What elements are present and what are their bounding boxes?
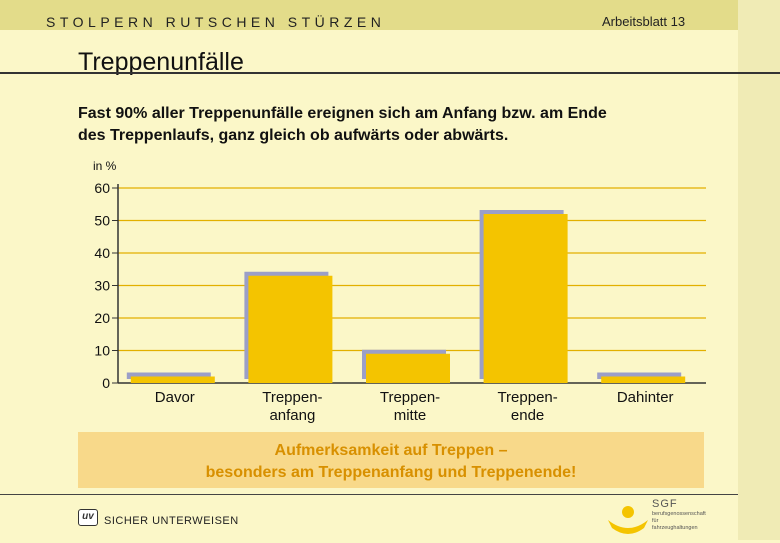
- intro-line-2: des Treppenlaufs, ganz gleich ob aufwärt…: [78, 127, 509, 144]
- bar-2: [366, 353, 450, 383]
- sgf-line-3: fahrzeughaltungen: [652, 525, 698, 531]
- uv-logo: uv: [78, 509, 98, 526]
- sgf-logo: SGF berufsgenossenschaft für fahrzeughal…: [604, 498, 714, 538]
- series-title: STOLPERN RUTSCHEN STÜRZEN: [46, 14, 386, 30]
- y-tick-label-0: 0: [102, 375, 110, 391]
- y-tick-label-20: 20: [94, 310, 110, 326]
- sgf-line-2: für: [652, 518, 659, 524]
- intro-text: Fast 90% aller Treppenunfälle ereignen s…: [78, 103, 718, 147]
- y-tick-label-30: 30: [94, 278, 110, 294]
- x-tick-label-0-0: Davor: [155, 389, 195, 406]
- footer-label: SICHER UNTERWEISEN: [104, 515, 239, 527]
- bar-1: [248, 275, 333, 383]
- bar-shadow-0: [126, 372, 211, 379]
- sgf-emblem-icon: [608, 506, 648, 534]
- sgf-mark: SGF: [652, 498, 678, 510]
- bar-0: [130, 376, 215, 383]
- x-tick-label-4-0: Dahinter: [617, 389, 674, 406]
- page-title: Treppenunfälle: [78, 48, 244, 76]
- x-tick-label-2-0: Treppen-: [380, 389, 440, 406]
- bar-3: [483, 214, 568, 383]
- header-bar: [0, 0, 738, 30]
- x-tick-label-2-1: mitte: [394, 407, 427, 424]
- y-tick-label-60: 60: [94, 180, 110, 196]
- callout-line-1: Aufmerksamkeit auf Treppen –: [274, 442, 508, 459]
- sgf-line-1: berufsgenossenschaft: [652, 511, 706, 517]
- right-band: [738, 0, 780, 540]
- y-tick-label-40: 40: [94, 245, 110, 261]
- x-tick-label-1-1: anfang: [269, 407, 315, 424]
- x-tick-label-3-1: ende: [511, 407, 544, 424]
- y-tick-label-50: 50: [94, 213, 110, 229]
- callout-box: [78, 432, 704, 488]
- bar-shadow-4: [597, 372, 682, 379]
- callout-text: Aufmerksamkeit auf Treppen – besonders a…: [78, 440, 704, 484]
- callout-line-2: besonders am Treppenanfang und Treppenen…: [205, 464, 577, 481]
- x-tick-label-1-0: Treppen-: [262, 389, 322, 406]
- y-unit-label: in %: [93, 159, 117, 173]
- x-tick-label-3-0: Treppen-: [497, 389, 557, 406]
- intro-line-1: Fast 90% aller Treppenunfälle ereignen s…: [78, 105, 607, 122]
- title-rule: [0, 72, 780, 74]
- sheet-number: Arbeitsblatt 13: [602, 14, 686, 29]
- footer-rule: [0, 494, 738, 495]
- bar-4: [601, 376, 686, 383]
- y-tick-label-10: 10: [94, 343, 110, 359]
